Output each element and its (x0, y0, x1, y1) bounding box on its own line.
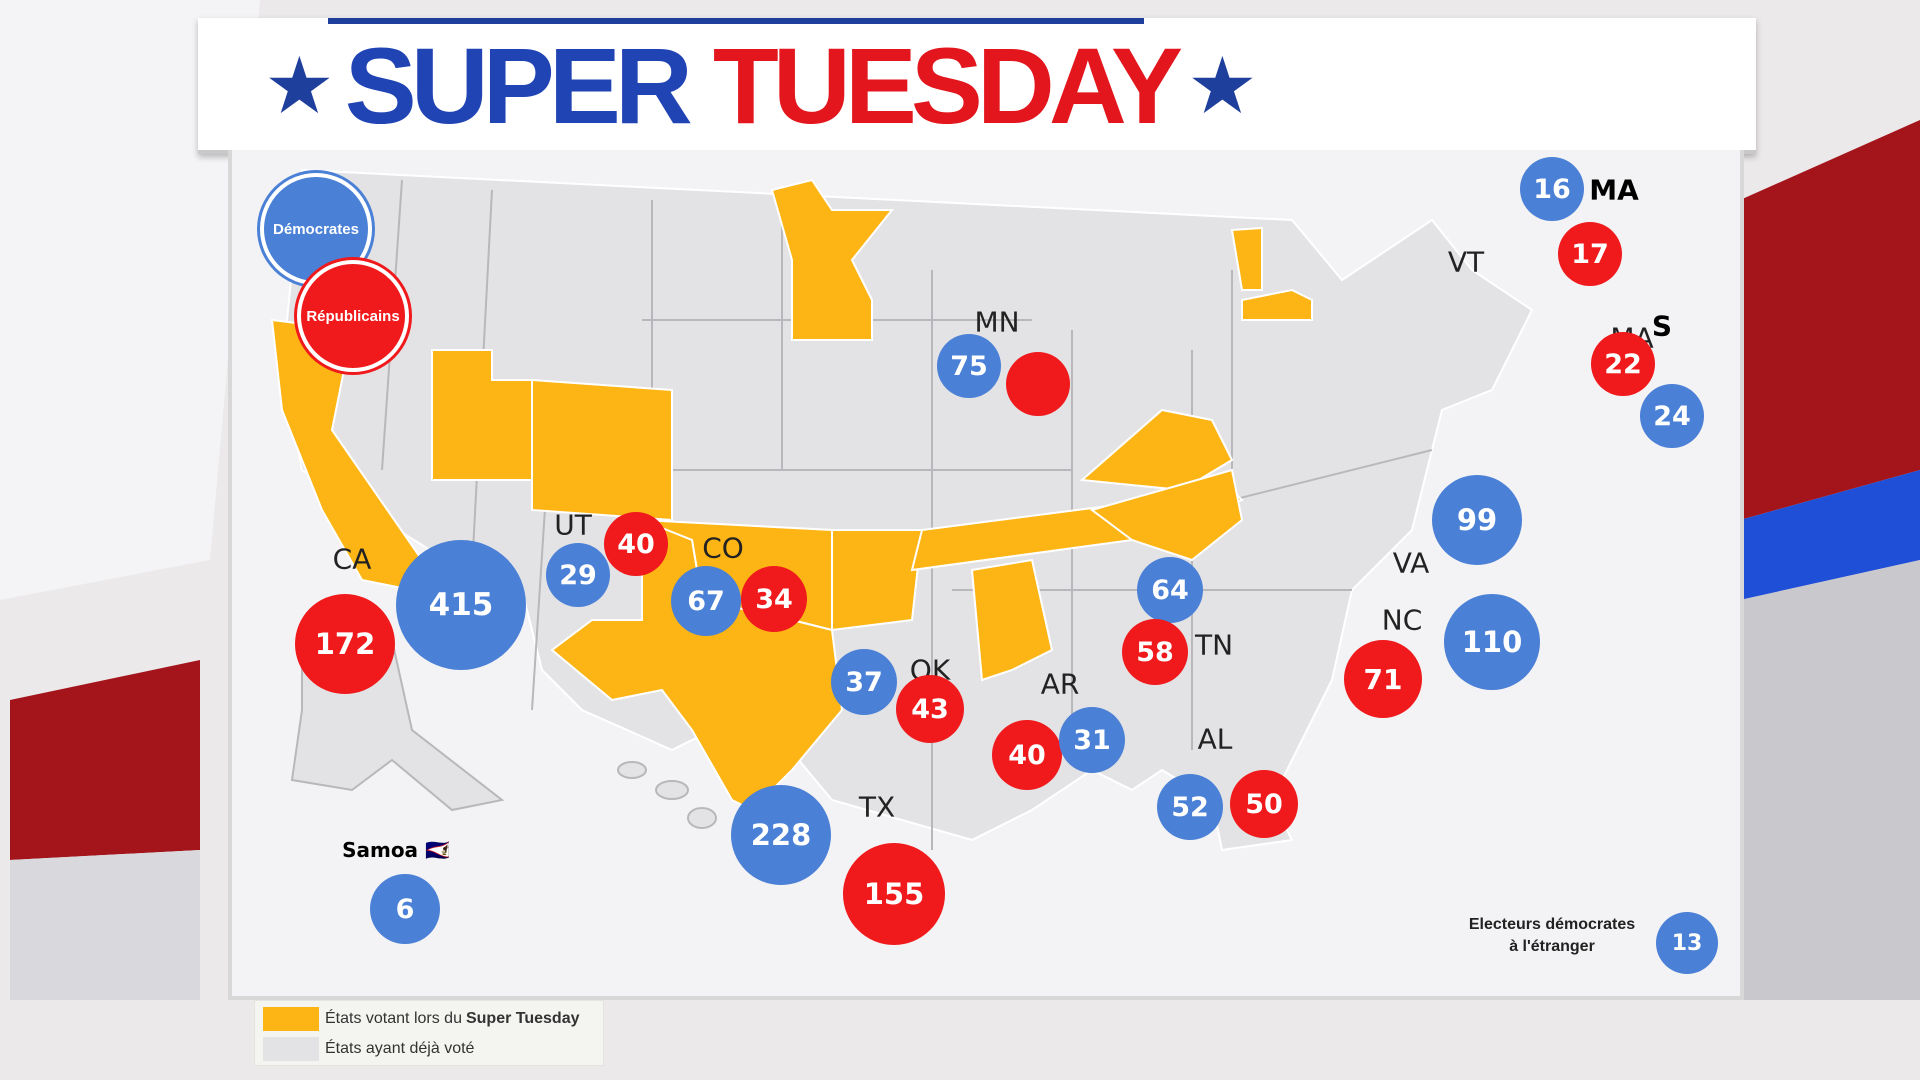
state-colorado (531, 378, 673, 522)
state-vermont (1230, 226, 1263, 291)
delegates-nc-dem: 110 (1444, 594, 1540, 690)
delegates-ma-dem-b: 24 (1640, 384, 1704, 448)
delegates-samoa-dem: 6 (370, 874, 440, 944)
state-label-ut: UT (554, 508, 592, 542)
delegates-mn-dem: 75 (937, 334, 1001, 398)
delegates-va-dem: 99 (1432, 475, 1522, 565)
star-icon: ★ (268, 47, 331, 125)
legend-republicans-bubble: Républicains (297, 260, 409, 372)
state-label-mn: MN (974, 305, 1020, 339)
legend-democrats-bubble: Démocrates (260, 173, 372, 285)
state-north-carolina (1089, 468, 1244, 562)
legend-swatch-voting (263, 1007, 319, 1031)
abroad-line1: Electeurs démocrates (1468, 916, 1636, 933)
delegates-tx-dem: 228 (731, 785, 831, 885)
delegates-ar-rep: 40 (992, 720, 1062, 790)
delegates-ok-dem: 37 (831, 649, 897, 715)
delegates-ca-rep: 172 (295, 594, 395, 694)
delegates-ar-dem: 31 (1059, 707, 1125, 773)
delegates-tn-dem: 64 (1137, 557, 1203, 623)
state-massachusetts (1241, 288, 1313, 321)
us-map (270, 168, 1534, 852)
banner-title: ★ SUPER TUESDAY ★ (254, 26, 1268, 146)
delegates-ma-rep-a: 17 (1558, 222, 1622, 286)
bottom-legend: États votant lors du Super Tuesday États… (254, 1000, 604, 1066)
delegates-tx-rep: 155 (843, 843, 945, 945)
banner-accent-bar (328, 18, 1144, 24)
state-label-va: VA (1392, 546, 1430, 580)
abroad-voters-label: Electeurs démocrates à l'étranger (1462, 914, 1642, 958)
delegates-abroad-dem: 13 (1656, 912, 1718, 974)
delegates-ma-dem-a: 16 (1520, 157, 1584, 221)
state-minnesota (770, 178, 895, 341)
delegates-co-dem: 67 (671, 566, 741, 636)
delegates-ut-dem: 29 (546, 543, 610, 607)
legend-row-already-voted: États ayant déjà voté (263, 1036, 474, 1062)
legend-republicans-label: Républicains (306, 307, 400, 325)
hawaii-shapes (617, 761, 717, 829)
delegates-ut-rep: 40 (604, 512, 668, 576)
delegates-ma-rep-b: 22 (1591, 332, 1655, 396)
state-label-al: AL (1197, 722, 1233, 756)
title-tuesday: TUESDAY (712, 25, 1183, 146)
legend-voting-text: États votant lors du (325, 1010, 462, 1027)
state-label-co: CO (702, 531, 744, 565)
state-label-ca: CA (332, 542, 372, 576)
state-label-s-mark: S (1651, 309, 1673, 343)
legend-row-voting: États votant lors du Super Tuesday (263, 1006, 579, 1032)
legend-democrats-label: Démocrates (273, 220, 359, 238)
state-label-samoa: Samoa 🇦🇸 (342, 838, 450, 862)
delegates-al-rep: 50 (1230, 770, 1298, 838)
state-arkansas (831, 529, 924, 632)
star-icon: ★ (1191, 47, 1254, 125)
delegates-ca-dem: 415 (396, 540, 526, 670)
state-label-tx: TX (858, 790, 896, 824)
legend-already-voted-text: États ayant déjà voté (325, 1040, 475, 1057)
legend-voting-bold: Super Tuesday (465, 1010, 580, 1027)
delegates-tn-rep: 58 (1122, 619, 1188, 685)
state-label-ar: AR (1040, 667, 1080, 701)
voting-states (270, 178, 1313, 812)
delegates-co-rep: 34 (741, 566, 807, 632)
delegates-mn-rep (1006, 352, 1070, 416)
state-label-ma-top: MA (1589, 173, 1639, 207)
abroad-line2: à l'étranger (1509, 938, 1595, 955)
state-alabama (970, 558, 1054, 682)
legend-swatch-already-voted (263, 1037, 319, 1061)
delegates-ok-rep: 43 (896, 675, 964, 743)
title-banner: ★ SUPER TUESDAY ★ (198, 18, 1756, 154)
us-mainland-shape (280, 168, 1534, 852)
state-label-tn: TN (1194, 628, 1234, 662)
state-label-vt: VT (1447, 245, 1485, 279)
state-label-nc: NC (1381, 603, 1423, 637)
delegates-nc-rep: 71 (1344, 640, 1422, 718)
title-super: SUPER (344, 25, 693, 146)
delegates-al-dem: 52 (1157, 774, 1223, 840)
